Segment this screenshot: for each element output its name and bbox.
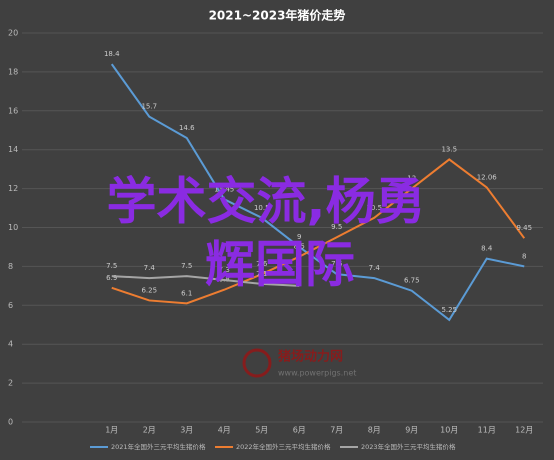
data-label: 10.5 (366, 204, 382, 212)
y-tick-label: 16 (8, 106, 18, 115)
x-tick-label: 2月 (143, 426, 156, 435)
data-label: 9.5 (331, 223, 342, 231)
y-tick-label: 10 (8, 223, 18, 232)
data-label: 13.5 (441, 145, 457, 153)
data-label: 9 (297, 233, 301, 241)
x-tick-label: 11月 (478, 426, 496, 435)
logo-url: www.powerpigs.net (278, 369, 356, 378)
data-label: 18.4 (104, 50, 120, 58)
y-tick-label: 6 (8, 301, 13, 310)
data-label: 7.6 (331, 260, 343, 268)
y-tick-label: 14 (8, 145, 18, 154)
data-label: 6.1 (181, 289, 192, 297)
x-tick-label: 8月 (368, 426, 381, 435)
x-tick-label: 1月 (105, 426, 118, 435)
x-tick-label: 3月 (180, 426, 193, 435)
data-label: 7.6 (256, 260, 268, 268)
data-label: 7 (297, 272, 301, 280)
watermark-line: 学术交流,杨勇 (107, 173, 426, 231)
data-label: 6.9 (106, 274, 117, 282)
x-tick-label: 7月 (330, 426, 343, 435)
data-label: 14.6 (179, 124, 195, 132)
y-tick-label: 0 (8, 418, 13, 427)
y-tick-label: 8 (8, 262, 13, 271)
data-label: 7.3 (219, 266, 230, 274)
data-label: 11.45 (214, 185, 234, 193)
y-tick-label: 2 (8, 379, 13, 388)
y-tick-label: 4 (8, 340, 13, 349)
legend-label: 2023年全国外三元平均生猪价格 (361, 442, 456, 451)
x-tick-label: 9月 (405, 426, 418, 435)
x-tick-label: 5月 (255, 426, 268, 435)
data-label: 9.45 (516, 224, 532, 232)
legend-label: 2021年全国外三元平均生猪价格 (111, 442, 206, 451)
data-label: 7.4 (144, 264, 156, 272)
logo-name: 猪场动力网 (277, 349, 343, 365)
x-tick-label: 4月 (218, 426, 231, 435)
data-label: 12 (407, 175, 416, 183)
y-tick-label: 18 (8, 67, 18, 76)
y-tick-label: 12 (8, 184, 18, 193)
data-label: 15.7 (141, 103, 157, 111)
data-label: 8.4 (481, 245, 493, 253)
data-label: 7.5 (181, 262, 192, 270)
series-line (111, 158, 526, 305)
series-line (111, 275, 300, 287)
logo-icon (242, 348, 272, 378)
data-label: 7.4 (369, 264, 381, 272)
data-label: 6.25 (141, 286, 157, 294)
series-line (110, 63, 525, 322)
data-label: 5.25 (441, 306, 457, 314)
logo: 猪场动力网 www.powerpigs.net (242, 348, 356, 378)
watermark-line: 辉国际 (205, 236, 355, 294)
x-tick-label: 6月 (293, 426, 306, 435)
data-label: 7.5 (106, 262, 117, 270)
data-label: 6.75 (404, 277, 420, 285)
chart-title: 2021~2023年猪价走势 (209, 8, 346, 23)
data-label: 12.06 (477, 173, 498, 181)
x-tick-label: 10月 (440, 426, 458, 435)
y-tick-label: 20 (8, 29, 18, 38)
data-label: 10.5 (254, 204, 270, 212)
legend-label: 2022年全国外三元平均生猪价格 (236, 442, 331, 451)
x-tick-label: 12月 (515, 426, 533, 435)
data-label: 7.1 (256, 270, 267, 278)
data-label: 8.5 (294, 243, 305, 251)
data-label: 8 (522, 252, 526, 260)
